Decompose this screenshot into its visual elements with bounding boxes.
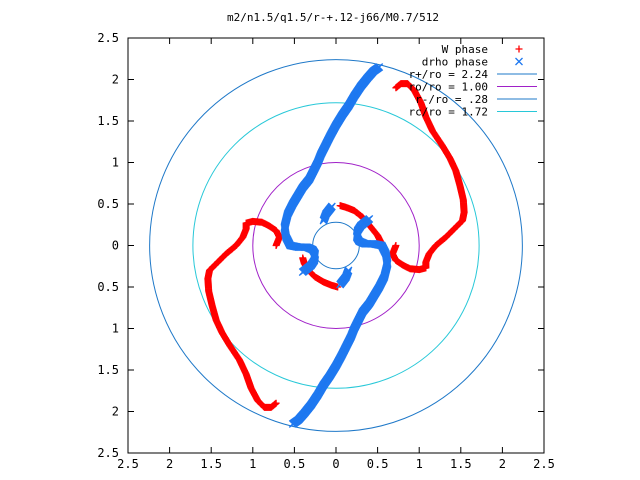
- x-tick-label: 2.5: [533, 457, 555, 471]
- x-tick-label: 0: [332, 457, 339, 471]
- legend-label: ro/ro = 1.00: [409, 81, 488, 94]
- data-point: [365, 214, 374, 223]
- legend-marker: [515, 57, 523, 66]
- data-point: [298, 268, 307, 277]
- data-point: [392, 84, 400, 92]
- x-axis: 2.5 2 1.5 1 0.5 0 0.5 1 1.5 2 2.5: [117, 38, 555, 471]
- y-tick-label: 2.5: [97, 31, 119, 45]
- x-tick-label: 2.5: [117, 457, 139, 471]
- x-tick-label: 0.5: [367, 457, 389, 471]
- y-tick-label: 0.5: [97, 197, 119, 211]
- x-tick-label: 1.5: [200, 457, 222, 471]
- x-tick-label: 1.5: [450, 457, 472, 471]
- y-tick-label: 0.5: [97, 280, 119, 294]
- x-tick-label: 2: [499, 457, 506, 471]
- y-tick-label: 0: [112, 239, 119, 253]
- radius-circle: [149, 59, 523, 432]
- y-tick-label: 2: [112, 405, 119, 419]
- x-tick-label: 2: [166, 457, 173, 471]
- x-tick-label: 1: [416, 457, 423, 471]
- legend-marker: [515, 45, 523, 53]
- y-tick-label: 1.5: [97, 114, 119, 128]
- radius-circles: [149, 59, 523, 432]
- y-tick-label: 2: [112, 73, 119, 87]
- legend-label: W phase: [442, 43, 488, 56]
- y-axis: 2.5 2 1.5 1 0.5 0 0.5 1 1.5 2 2.5: [97, 31, 544, 460]
- chart-title: m2/n1.5/q1.5/r-+.12-j66/M0.7/512: [227, 11, 439, 24]
- y-tick-label: 1: [112, 156, 119, 170]
- radius-circle: [252, 162, 420, 329]
- y-tick-label: 1.5: [97, 363, 119, 377]
- x-tick-label: 0.5: [284, 457, 306, 471]
- radius-circle: [312, 221, 360, 270]
- legend-label: drho phase: [422, 56, 488, 69]
- legend-label: r-/ro = .28: [415, 93, 488, 106]
- data-point: [327, 202, 336, 211]
- data-point: [299, 254, 307, 262]
- data-points: [204, 63, 468, 428]
- data-point: [336, 280, 345, 289]
- y-tick-label: 1: [112, 322, 119, 336]
- x-tick-label: 1: [249, 457, 256, 471]
- y-tick-label: 2.5: [97, 446, 119, 460]
- radius-circle: [192, 102, 480, 389]
- legend-label: rc/ro = 1.72: [409, 106, 488, 119]
- data-point: [272, 399, 280, 407]
- legend-label: r+/ro = 2.24: [409, 68, 489, 81]
